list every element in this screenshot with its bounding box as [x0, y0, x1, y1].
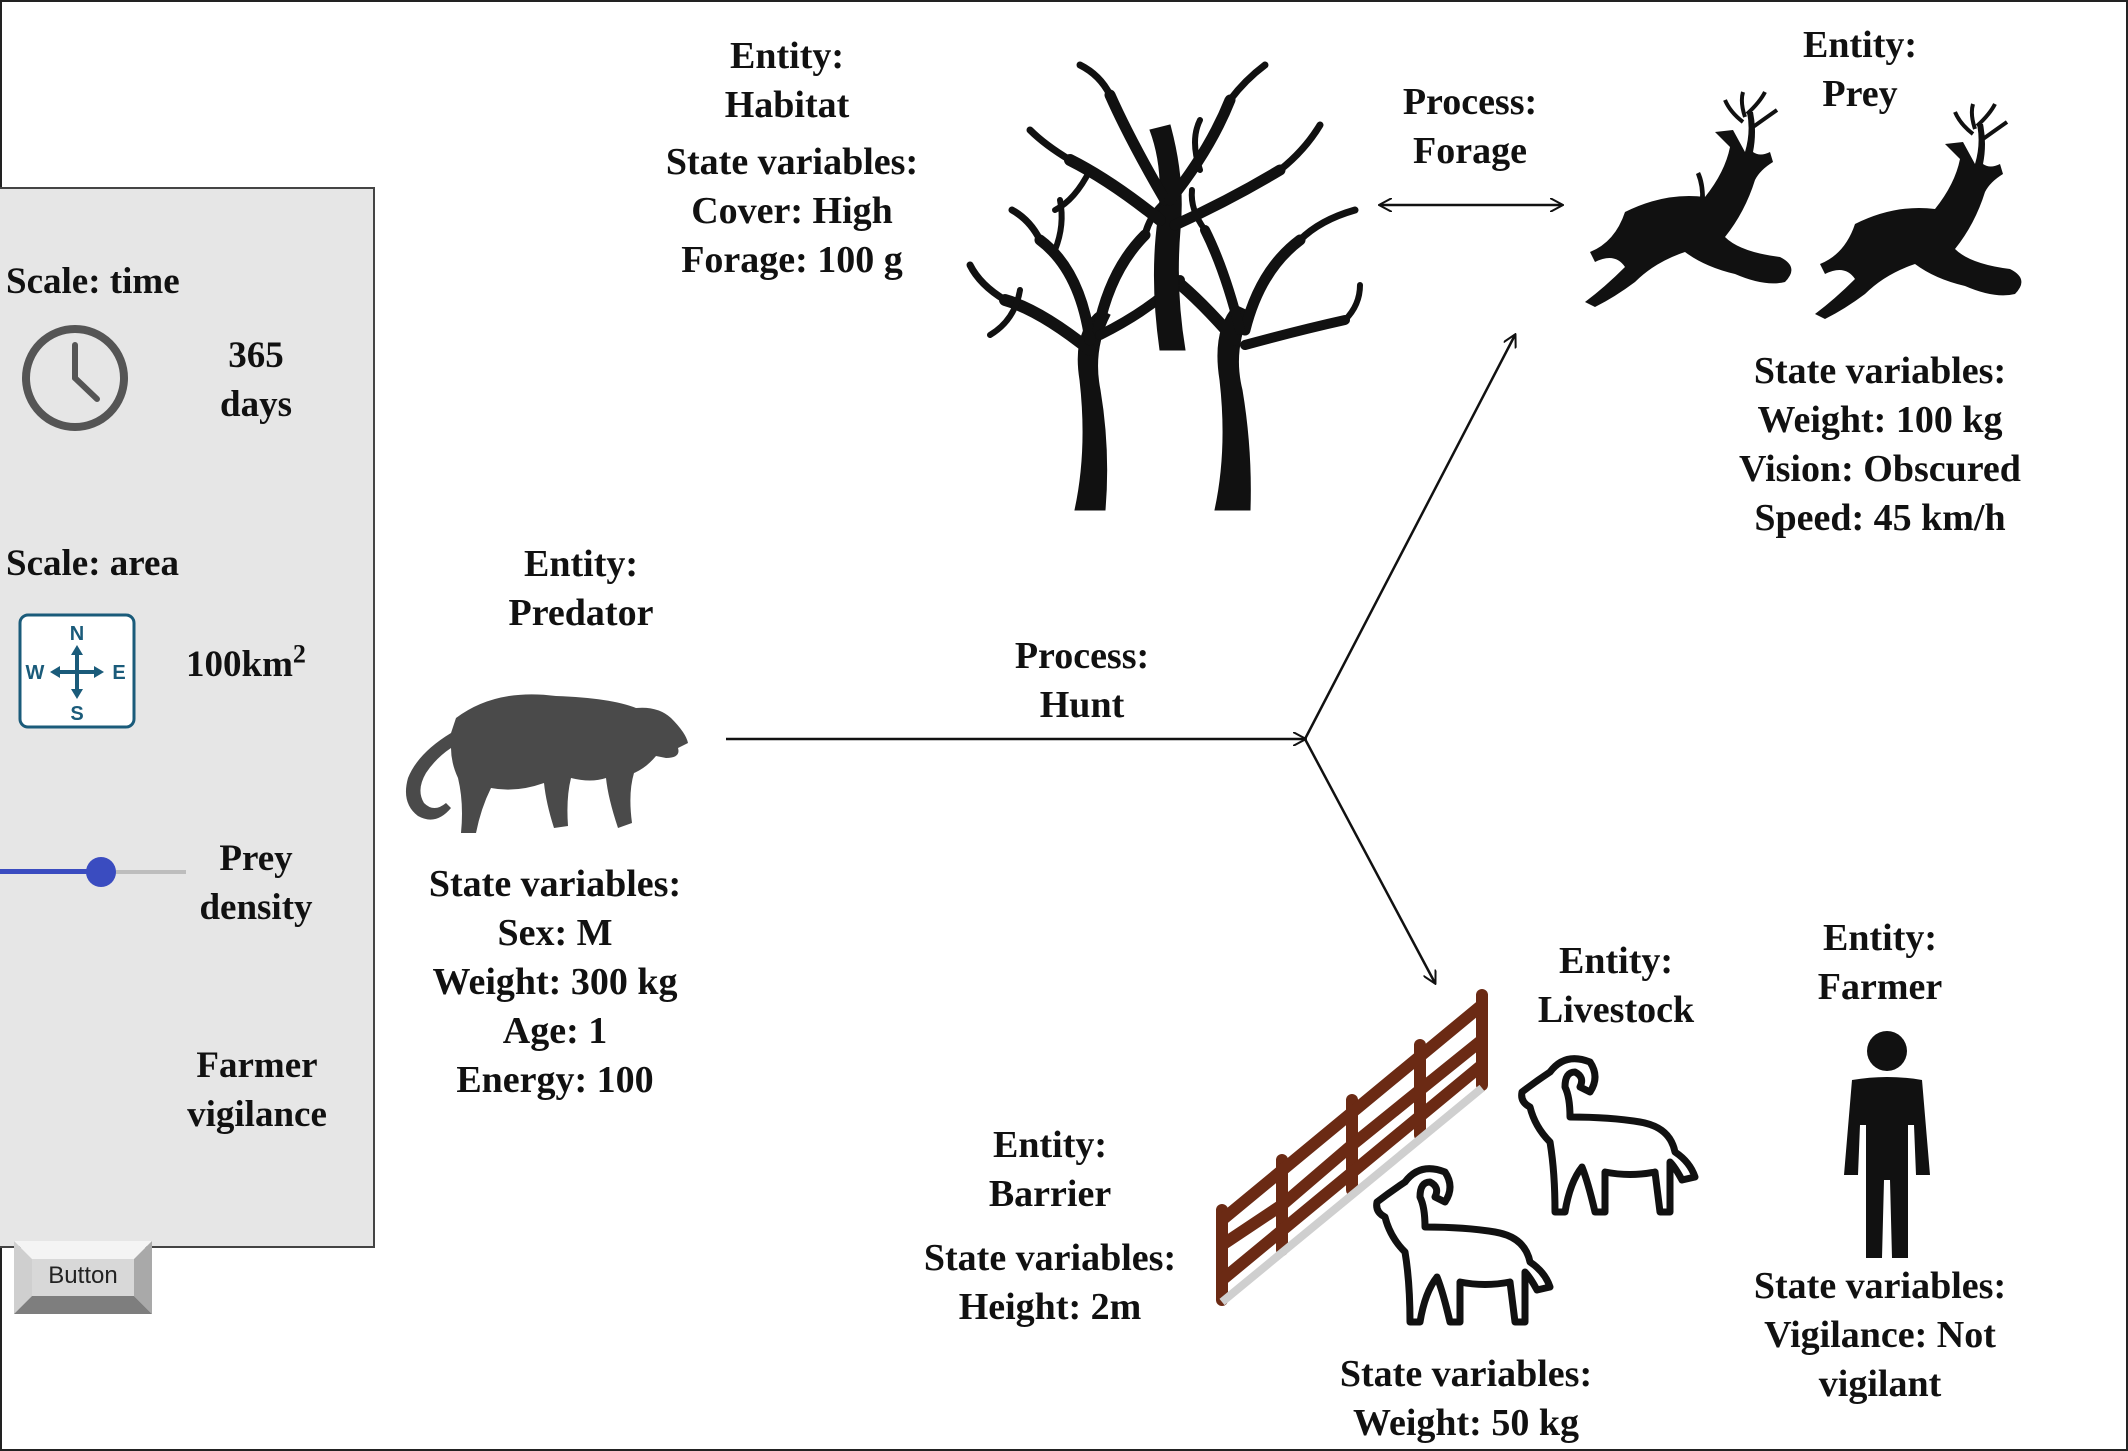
forage-process-line1: Process:	[1402, 81, 1538, 123]
predator-entity-line2: Predator	[508, 592, 654, 634]
farmer-state-vigilance-value: vigilant	[1818, 1363, 1942, 1405]
goat-icon	[1373, 1055, 1699, 1326]
fence-icon	[1216, 989, 1488, 1306]
habitat-entity-label: Entity: Habitat	[677, 32, 897, 130]
predator-state-age: Age: 1	[502, 1010, 608, 1052]
habitat-state-forage: Forage: 100 g	[681, 239, 903, 281]
time-value: 365 days	[196, 331, 316, 429]
area-value-text: 100km	[186, 644, 293, 685]
barrier-entity-label: Entity: Barrier	[900, 1121, 1200, 1219]
forage-process-label: Process: Forage	[1370, 78, 1570, 176]
farmer-vigilance-label-line2: vigilance	[187, 1094, 327, 1135]
prey-density-label-line1: Prey	[219, 838, 293, 879]
prey-entity-line2: Prey	[1822, 73, 1898, 115]
slider-fill	[0, 869, 93, 874]
barrier-entity-line1: Entity:	[993, 1124, 1107, 1166]
farmer-vigilance-label: Farmer vigilance	[172, 1041, 342, 1139]
predator-entity-line1: Entity:	[524, 543, 638, 585]
compass-n: N	[70, 623, 84, 645]
predator-state-weight: Weight: 300 kg	[432, 961, 678, 1003]
barrier-entity-line2: Barrier	[988, 1173, 1112, 1215]
prey-state-weight: Weight: 100 kg	[1757, 399, 2003, 441]
prey-density-slider[interactable]	[0, 854, 186, 890]
trees-icon	[966, 61, 1363, 511]
area-value-exponent: 2	[292, 639, 306, 669]
farmer-state-variables: State variables: Vigilance: Not vigilant	[1720, 1262, 2040, 1409]
livestock-entity-label: Entity: Livestock	[1506, 937, 1726, 1035]
hunt-process-line2: Hunt	[1039, 684, 1125, 726]
prey-entity-label: Entity: Prey	[1760, 21, 1960, 119]
clock-icon	[22, 325, 128, 431]
livestock-entity-line2: Livestock	[1537, 989, 1695, 1031]
habitat-entity-line2: Habitat	[724, 84, 850, 126]
farmer-vigilance-button[interactable]: Button	[14, 1241, 152, 1314]
livestock-state-variables: State variables: Weight: 50 kg	[1306, 1350, 1626, 1448]
compass-e: E	[112, 662, 125, 684]
button-bevel	[14, 1241, 152, 1314]
prey-state-variables: State variables: Weight: 100 kg Vision: …	[1720, 347, 2040, 543]
prey-state-vision: Vision: Obscured	[1739, 448, 2021, 490]
button-text: Button	[48, 1262, 118, 1289]
person-icon	[1844, 1031, 1930, 1258]
predator-entity-label: Entity: Predator	[476, 540, 686, 638]
slider-thumb[interactable]	[86, 857, 116, 887]
prey-state-heading: State variables:	[1753, 350, 2007, 392]
time-value-number: 365	[228, 335, 284, 376]
livestock-entity-line1: Entity:	[1559, 940, 1673, 982]
compass-w: W	[26, 662, 45, 684]
livestock-state-heading: State variables:	[1339, 1353, 1593, 1395]
farmer-state-heading: State variables:	[1753, 1265, 2007, 1307]
hunt-process-label: Process: Hunt	[982, 632, 1182, 730]
hunt-to-prey-arrow	[1303, 335, 1515, 740]
predator-state-energy: Energy: 100	[456, 1059, 654, 1101]
habitat-state-cover: Cover: High	[691, 190, 893, 232]
prey-density-label: Prey density	[190, 834, 322, 932]
predator-state-heading: State variables:	[428, 863, 682, 905]
prey-state-speed: Speed: 45 km/h	[1754, 497, 2006, 539]
predator-state-variables: State variables: Sex: M Weight: 300 kg A…	[400, 860, 710, 1105]
barrier-state-heading: State variables:	[923, 1237, 1177, 1279]
barrier-state-height: Height: 2m	[958, 1286, 1142, 1328]
habitat-entity-line1: Entity:	[730, 35, 844, 77]
compass-icon: N S W E	[18, 613, 136, 729]
area-scale-label: Scale: area	[6, 543, 179, 584]
time-scale-label: Scale: time	[6, 261, 180, 302]
control-panel: Scale: time 365 days Scale: area N S W E…	[0, 187, 375, 1314]
time-value-unit: days	[220, 384, 292, 425]
habitat-state-variables: State variables: Cover: High Forage: 100…	[632, 138, 952, 285]
prey-density-label-line2: density	[199, 887, 313, 928]
area-value: 100km2	[186, 640, 306, 689]
habitat-state-heading: State variables:	[665, 141, 919, 183]
deer-icon	[1585, 91, 2022, 319]
farmer-entity-line1: Entity:	[1823, 917, 1937, 959]
predator-state-sex: Sex: M	[497, 912, 613, 954]
farmer-vigilance-label-line1: Farmer	[196, 1045, 318, 1086]
hunt-to-livestock-arrow	[1303, 738, 1435, 983]
forage-process-line2: Forage	[1413, 130, 1527, 172]
barrier-state-variables: State variables: Height: 2m	[892, 1234, 1208, 1332]
hunt-process-line1: Process:	[1014, 635, 1150, 677]
farmer-state-vigilance: Vigilance: Not	[1764, 1314, 1996, 1356]
compass-s: S	[70, 703, 83, 725]
farmer-entity-label: Entity: Farmer	[1780, 914, 1980, 1012]
jaguar-icon	[405, 694, 688, 833]
prey-entity-line1: Entity:	[1803, 24, 1917, 66]
livestock-state-weight: Weight: 50 kg	[1353, 1402, 1579, 1444]
farmer-entity-line2: Farmer	[1817, 966, 1943, 1008]
